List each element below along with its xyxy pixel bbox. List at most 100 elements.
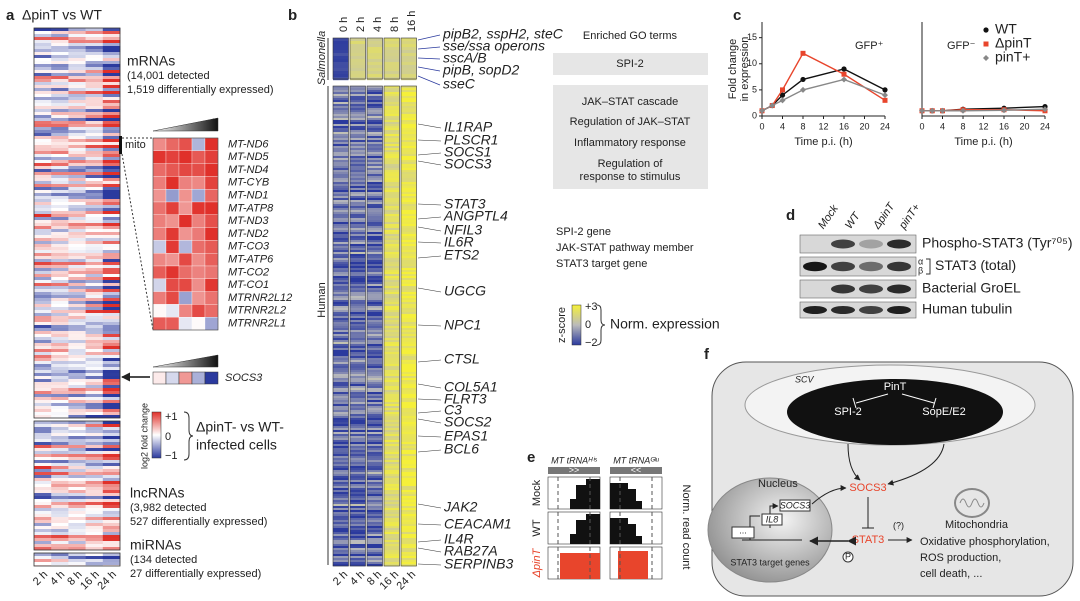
heatmap-cell [102, 556, 121, 560]
heatmap-cell [350, 230, 366, 233]
heatmap-cell [34, 343, 52, 347]
heatmap-cell [350, 438, 366, 441]
heatmap-cell [367, 560, 383, 563]
heatmap-cell [384, 416, 400, 419]
heatmap-cell [68, 178, 86, 182]
heatmap-cell [350, 364, 366, 367]
heatmap-cell [34, 391, 52, 395]
heatmap-cell [367, 260, 383, 263]
heatmap-cell [401, 396, 417, 399]
heatmap-border [332, 85, 349, 567]
heatmap-cell [401, 494, 417, 497]
heatmap-cell [34, 259, 52, 263]
heatmap-cell [85, 118, 104, 122]
heatmap-cell [384, 176, 400, 179]
heatmap-cell [333, 230, 349, 233]
heatmap-cell [333, 400, 349, 403]
heatmap-cell [102, 355, 121, 359]
heatmap-cell [102, 55, 121, 59]
heatmap-cell [68, 322, 86, 326]
heatmap-cell [34, 520, 52, 524]
heatmap-cell [68, 109, 86, 113]
heatmap-cell [333, 528, 349, 531]
heatmap-cell [68, 535, 86, 539]
heatmap-cell [367, 132, 383, 135]
heatmap-cell [34, 346, 52, 350]
heatmap-cell [68, 127, 86, 131]
heatmap-cell [384, 112, 400, 115]
heatmap-cell [384, 262, 400, 265]
data-point [800, 86, 806, 93]
heatmap-cell [367, 226, 383, 229]
heatmap-cell [384, 538, 400, 541]
heatmap-cell [350, 290, 366, 293]
heatmap-cell [401, 398, 417, 401]
gene-label: MT-CO3 [228, 241, 270, 253]
gene-label: PLSCR1 [444, 132, 498, 148]
heatmap-cell [333, 134, 349, 137]
heatmap-cell [68, 157, 86, 161]
heatmap-cell [401, 90, 417, 93]
heatmap-cell [401, 512, 417, 515]
heatmap-cell [367, 41, 383, 45]
heatmap-cell [350, 382, 366, 385]
heatmap-cell [85, 100, 104, 104]
heatmap-cell [384, 364, 400, 367]
heatmap-cell [34, 553, 52, 557]
heatmap-cell [367, 296, 383, 299]
heatmap-cell [34, 448, 52, 452]
heatmap-cell [367, 498, 383, 501]
heatmap-cell [68, 274, 86, 278]
heatmap-cell [333, 118, 349, 121]
heatmap-cell [350, 456, 366, 459]
heatmap-cell [85, 523, 104, 527]
heatmap-cell [384, 206, 400, 209]
heatmap-cell [102, 136, 121, 140]
heatmap-cell [367, 218, 383, 221]
heatmap-cell [367, 544, 383, 547]
heatmap-cell [384, 456, 400, 459]
heatmap-cell [350, 146, 366, 149]
heatmap-cell [85, 103, 104, 107]
heatmap-cell [384, 268, 400, 271]
mirna-text: miRNAs [130, 537, 181, 553]
heatmap-cell [34, 493, 52, 497]
heatmap-cell [34, 526, 52, 530]
heatmap-cell [401, 214, 417, 217]
heatmap-cell [350, 214, 366, 217]
inset-cell [165, 201, 180, 215]
gene-label: sscA/B [443, 50, 487, 66]
heatmap-cell [34, 559, 52, 563]
heatmap-border [33, 420, 121, 551]
heatmap-cell [34, 322, 52, 326]
heatmap-cell [350, 394, 366, 397]
heatmap-cell [367, 542, 383, 545]
heatmap-cell [102, 280, 121, 284]
heatmap-cell [68, 190, 86, 194]
heatmap-cell [85, 52, 104, 56]
heatmap-cell [333, 298, 349, 301]
heatmap-cell [350, 448, 366, 451]
heatmap-cell [34, 97, 52, 101]
heatmap-cell [350, 196, 366, 199]
heatmap-cell [401, 124, 417, 127]
leader-line [417, 57, 441, 60]
heatmap-cell [333, 120, 349, 123]
heatmap-cell [401, 228, 417, 231]
heatmap-cell [384, 542, 400, 545]
inset-cell [204, 201, 219, 215]
heatmap-cell [384, 412, 400, 415]
gene-label: SOCS3 [780, 500, 811, 510]
heatmap-cell [350, 182, 366, 185]
coverage [570, 514, 600, 544]
node-label: Mitochondria [945, 519, 1009, 531]
heatmap-cell [34, 238, 52, 242]
heatmap-cell [350, 98, 366, 101]
heatmap [34, 553, 121, 566]
inset-cell [152, 291, 167, 305]
heatmap-cell [384, 386, 400, 389]
heatmap-cell [384, 59, 400, 63]
panel-title: ΔpinT vs WT [22, 7, 102, 23]
heatmap-cell [102, 229, 121, 233]
heatmap-cell [350, 144, 366, 147]
